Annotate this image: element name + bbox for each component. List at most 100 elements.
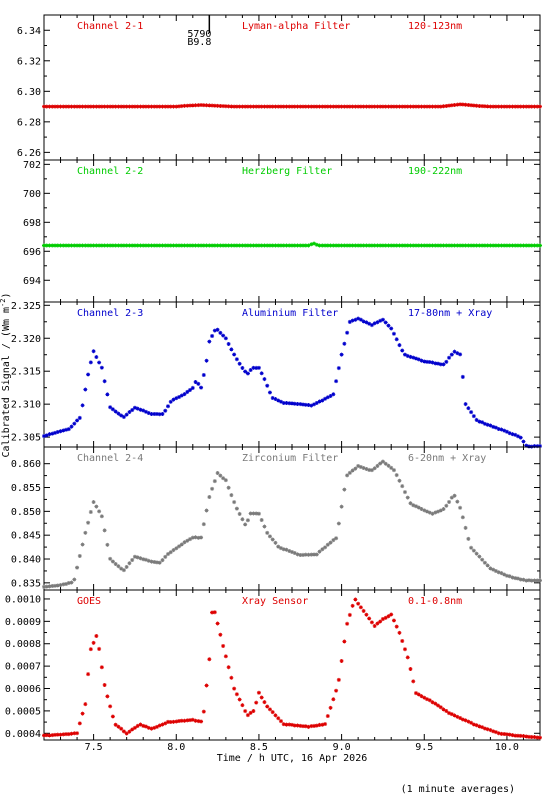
data-point xyxy=(425,509,430,514)
data-point xyxy=(325,243,330,248)
data-point xyxy=(210,333,215,338)
data-point xyxy=(402,490,407,495)
y-tick-label: 0.845 xyxy=(11,531,41,542)
data-point xyxy=(234,243,239,248)
y-tick-label: 0.0010 xyxy=(5,594,41,605)
data-point xyxy=(515,576,520,581)
data-point xyxy=(383,461,388,466)
data-point xyxy=(171,548,176,553)
data-point xyxy=(185,243,190,248)
data-point xyxy=(240,703,245,708)
data-point xyxy=(524,578,529,583)
data-point xyxy=(438,243,443,248)
data-point xyxy=(42,104,46,109)
data-point xyxy=(182,243,187,248)
data-point xyxy=(317,722,322,727)
data-point xyxy=(524,443,529,448)
y-tick-label: 6.30 xyxy=(17,87,41,98)
data-point xyxy=(502,243,507,248)
data-point xyxy=(306,552,311,557)
data-point xyxy=(66,243,71,248)
data-point xyxy=(281,722,286,727)
data-point xyxy=(402,104,407,109)
data-point xyxy=(61,104,66,109)
data-point xyxy=(474,723,479,728)
data-point xyxy=(116,411,121,416)
data-point xyxy=(353,466,358,471)
data-point xyxy=(389,104,394,109)
data-point xyxy=(262,104,267,109)
data-point xyxy=(188,718,193,723)
data-point xyxy=(463,102,468,107)
data-point xyxy=(383,104,388,109)
data-point xyxy=(199,385,204,390)
data-point xyxy=(295,401,300,406)
data-point xyxy=(287,401,292,406)
data-point xyxy=(64,243,69,248)
data-point xyxy=(204,683,209,688)
data-point xyxy=(400,638,405,643)
data-point xyxy=(229,493,234,498)
data-point xyxy=(254,365,259,370)
data-point xyxy=(204,358,209,363)
data-point xyxy=(353,317,358,322)
data-point xyxy=(108,243,113,248)
data-point xyxy=(515,434,520,439)
data-point xyxy=(430,700,435,705)
data-point xyxy=(389,243,394,248)
data-point xyxy=(64,104,69,109)
data-point xyxy=(466,536,471,541)
panel-channel-label: GOES xyxy=(77,596,101,607)
data-point xyxy=(493,425,498,430)
data-point xyxy=(447,103,452,108)
data-point xyxy=(458,505,463,510)
data-point xyxy=(314,242,319,247)
data-point xyxy=(97,104,102,109)
data-point xyxy=(86,372,91,377)
data-point xyxy=(298,402,303,407)
data-point xyxy=(154,104,159,109)
data-point xyxy=(174,396,179,401)
data-point xyxy=(469,720,474,725)
data-point xyxy=(474,243,479,248)
data-point xyxy=(108,104,113,109)
data-point xyxy=(77,721,82,726)
data-point xyxy=(414,691,418,696)
data-point xyxy=(146,410,151,415)
data-point xyxy=(201,709,206,714)
data-point xyxy=(166,552,170,557)
data-point xyxy=(160,411,165,416)
x-tick-label: 8.5 xyxy=(250,742,268,753)
event-marker: 5790 B9.8 xyxy=(187,15,211,48)
data-point xyxy=(80,711,85,716)
data-point xyxy=(64,732,69,737)
data-point xyxy=(496,243,501,248)
data-point xyxy=(223,104,228,109)
data-point xyxy=(378,104,383,109)
data-point xyxy=(400,484,405,489)
data-point xyxy=(480,420,485,425)
data-point xyxy=(342,341,347,346)
data-point xyxy=(356,104,361,109)
data-point xyxy=(507,732,512,737)
data-point xyxy=(124,412,129,417)
data-point xyxy=(427,104,432,109)
data-point xyxy=(199,719,204,724)
data-series xyxy=(42,316,542,449)
data-point xyxy=(419,358,424,363)
panel-channel-label: Channel 2-2 xyxy=(77,166,143,177)
data-point xyxy=(284,401,289,406)
data-point xyxy=(436,509,441,514)
data-point xyxy=(237,697,242,702)
data-point xyxy=(174,104,179,109)
data-point xyxy=(270,537,275,542)
data-point xyxy=(212,610,217,615)
data-point xyxy=(433,243,438,248)
data-point xyxy=(116,243,121,248)
data-point xyxy=(328,540,333,545)
data-point xyxy=(270,396,275,401)
panel-channel-label: Channel 2-3 xyxy=(77,308,143,319)
data-point xyxy=(317,243,322,248)
data-point xyxy=(179,393,184,398)
data-point xyxy=(42,434,46,439)
